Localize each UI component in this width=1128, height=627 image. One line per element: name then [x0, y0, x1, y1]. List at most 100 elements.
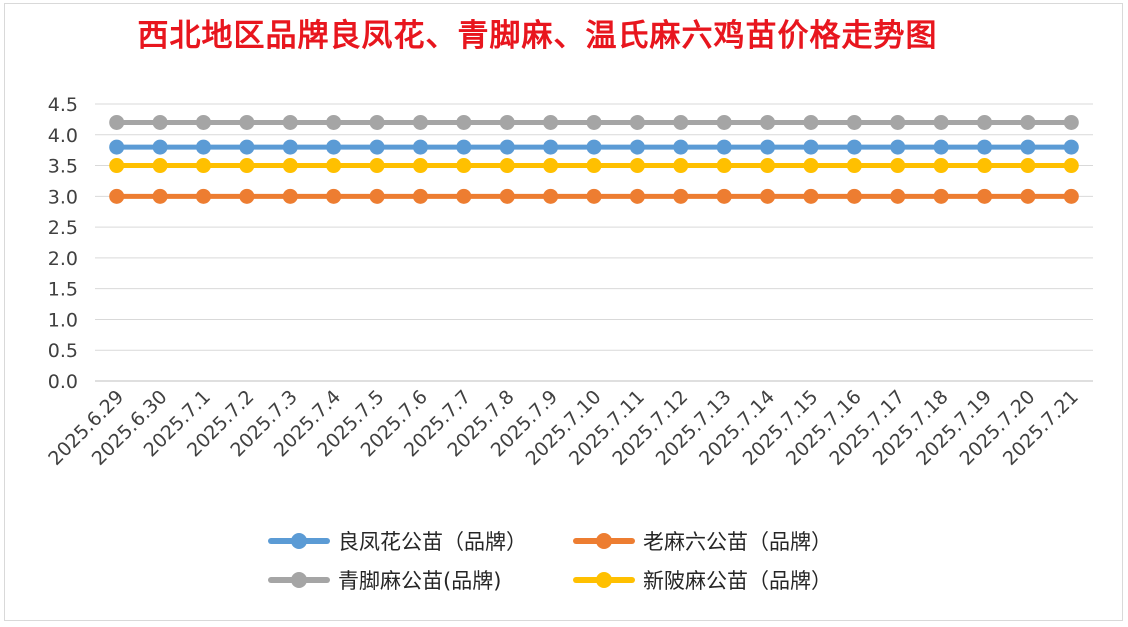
- data-point: [586, 139, 602, 155]
- y-tick-label: 0.0: [48, 371, 78, 393]
- data-point: [239, 158, 255, 174]
- data-point: [152, 114, 168, 130]
- data-point: [716, 114, 732, 130]
- data-point: [109, 139, 125, 155]
- data-point: [412, 188, 428, 204]
- data-point: [586, 158, 602, 174]
- data-point: [803, 114, 819, 130]
- data-point: [1020, 188, 1036, 204]
- data-point: [629, 158, 645, 174]
- data-point: [586, 114, 602, 130]
- data-point: [977, 188, 993, 204]
- data-point: [456, 158, 472, 174]
- data-point: [152, 188, 168, 204]
- data-point: [846, 139, 862, 155]
- data-point: [412, 139, 428, 155]
- data-point: [1063, 158, 1079, 174]
- data-point: [326, 139, 342, 155]
- data-point: [629, 188, 645, 204]
- data-point: [499, 158, 515, 174]
- data-point: [846, 158, 862, 174]
- data-point: [977, 139, 993, 155]
- data-point: [543, 188, 559, 204]
- data-point: [543, 114, 559, 130]
- data-point: [1020, 158, 1036, 174]
- data-point: [760, 188, 776, 204]
- data-point: [282, 139, 298, 155]
- data-point: [239, 114, 255, 130]
- data-point: [456, 114, 472, 130]
- data-point: [673, 139, 689, 155]
- data-point: [846, 114, 862, 130]
- data-point: [152, 139, 168, 155]
- data-point: [499, 188, 515, 204]
- data-point: [326, 114, 342, 130]
- data-point: [803, 188, 819, 204]
- data-point: [890, 114, 906, 130]
- data-point: [326, 158, 342, 174]
- data-point: [369, 114, 385, 130]
- data-point: [716, 188, 732, 204]
- data-point: [890, 188, 906, 204]
- data-point: [499, 139, 515, 155]
- data-point: [195, 114, 211, 130]
- data-point: [109, 158, 125, 174]
- data-point: [282, 114, 298, 130]
- data-point: [543, 158, 559, 174]
- data-point: [239, 139, 255, 155]
- data-point: [239, 188, 255, 204]
- data-point: [543, 139, 559, 155]
- data-point: [369, 158, 385, 174]
- y-tick-label: 3.0: [48, 186, 78, 208]
- data-point: [109, 114, 125, 130]
- data-point: [673, 188, 689, 204]
- data-point: [1063, 188, 1079, 204]
- y-tick-label: 4.5: [48, 94, 78, 116]
- data-point: [933, 139, 949, 155]
- data-point: [1020, 139, 1036, 155]
- data-point: [977, 114, 993, 130]
- data-point: [629, 114, 645, 130]
- data-point: [716, 158, 732, 174]
- data-point: [933, 158, 949, 174]
- data-point: [977, 158, 993, 174]
- data-point: [369, 139, 385, 155]
- data-point: [1063, 139, 1079, 155]
- data-point: [1020, 114, 1036, 130]
- data-point: [760, 139, 776, 155]
- data-point: [673, 114, 689, 130]
- data-point: [456, 188, 472, 204]
- y-tick-label: 2.5: [48, 217, 78, 239]
- data-point: [716, 139, 732, 155]
- data-point: [586, 188, 602, 204]
- data-point: [933, 188, 949, 204]
- data-point: [195, 158, 211, 174]
- data-point: [673, 158, 689, 174]
- y-tick-label: 0.5: [48, 340, 78, 362]
- data-point: [629, 139, 645, 155]
- data-point: [803, 139, 819, 155]
- data-point: [195, 139, 211, 155]
- y-tick-label: 3.5: [48, 156, 78, 178]
- data-point: [109, 188, 125, 204]
- data-point: [412, 158, 428, 174]
- data-point: [369, 188, 385, 204]
- data-point: [890, 158, 906, 174]
- y-tick-label: 2.0: [48, 248, 78, 270]
- y-tick-label: 4.0: [48, 125, 78, 147]
- data-point: [846, 188, 862, 204]
- data-point: [152, 158, 168, 174]
- data-point: [326, 188, 342, 204]
- data-point: [412, 114, 428, 130]
- data-point: [933, 114, 949, 130]
- data-point: [1063, 114, 1079, 130]
- data-point: [760, 158, 776, 174]
- chart-title: 西北地区品牌良凤花、青脚麻、温氏麻六鸡苗价格走势图: [137, 18, 938, 54]
- y-tick-label: 1.5: [48, 279, 78, 301]
- data-point: [890, 139, 906, 155]
- data-point: [456, 139, 472, 155]
- data-point: [282, 158, 298, 174]
- data-point: [195, 188, 211, 204]
